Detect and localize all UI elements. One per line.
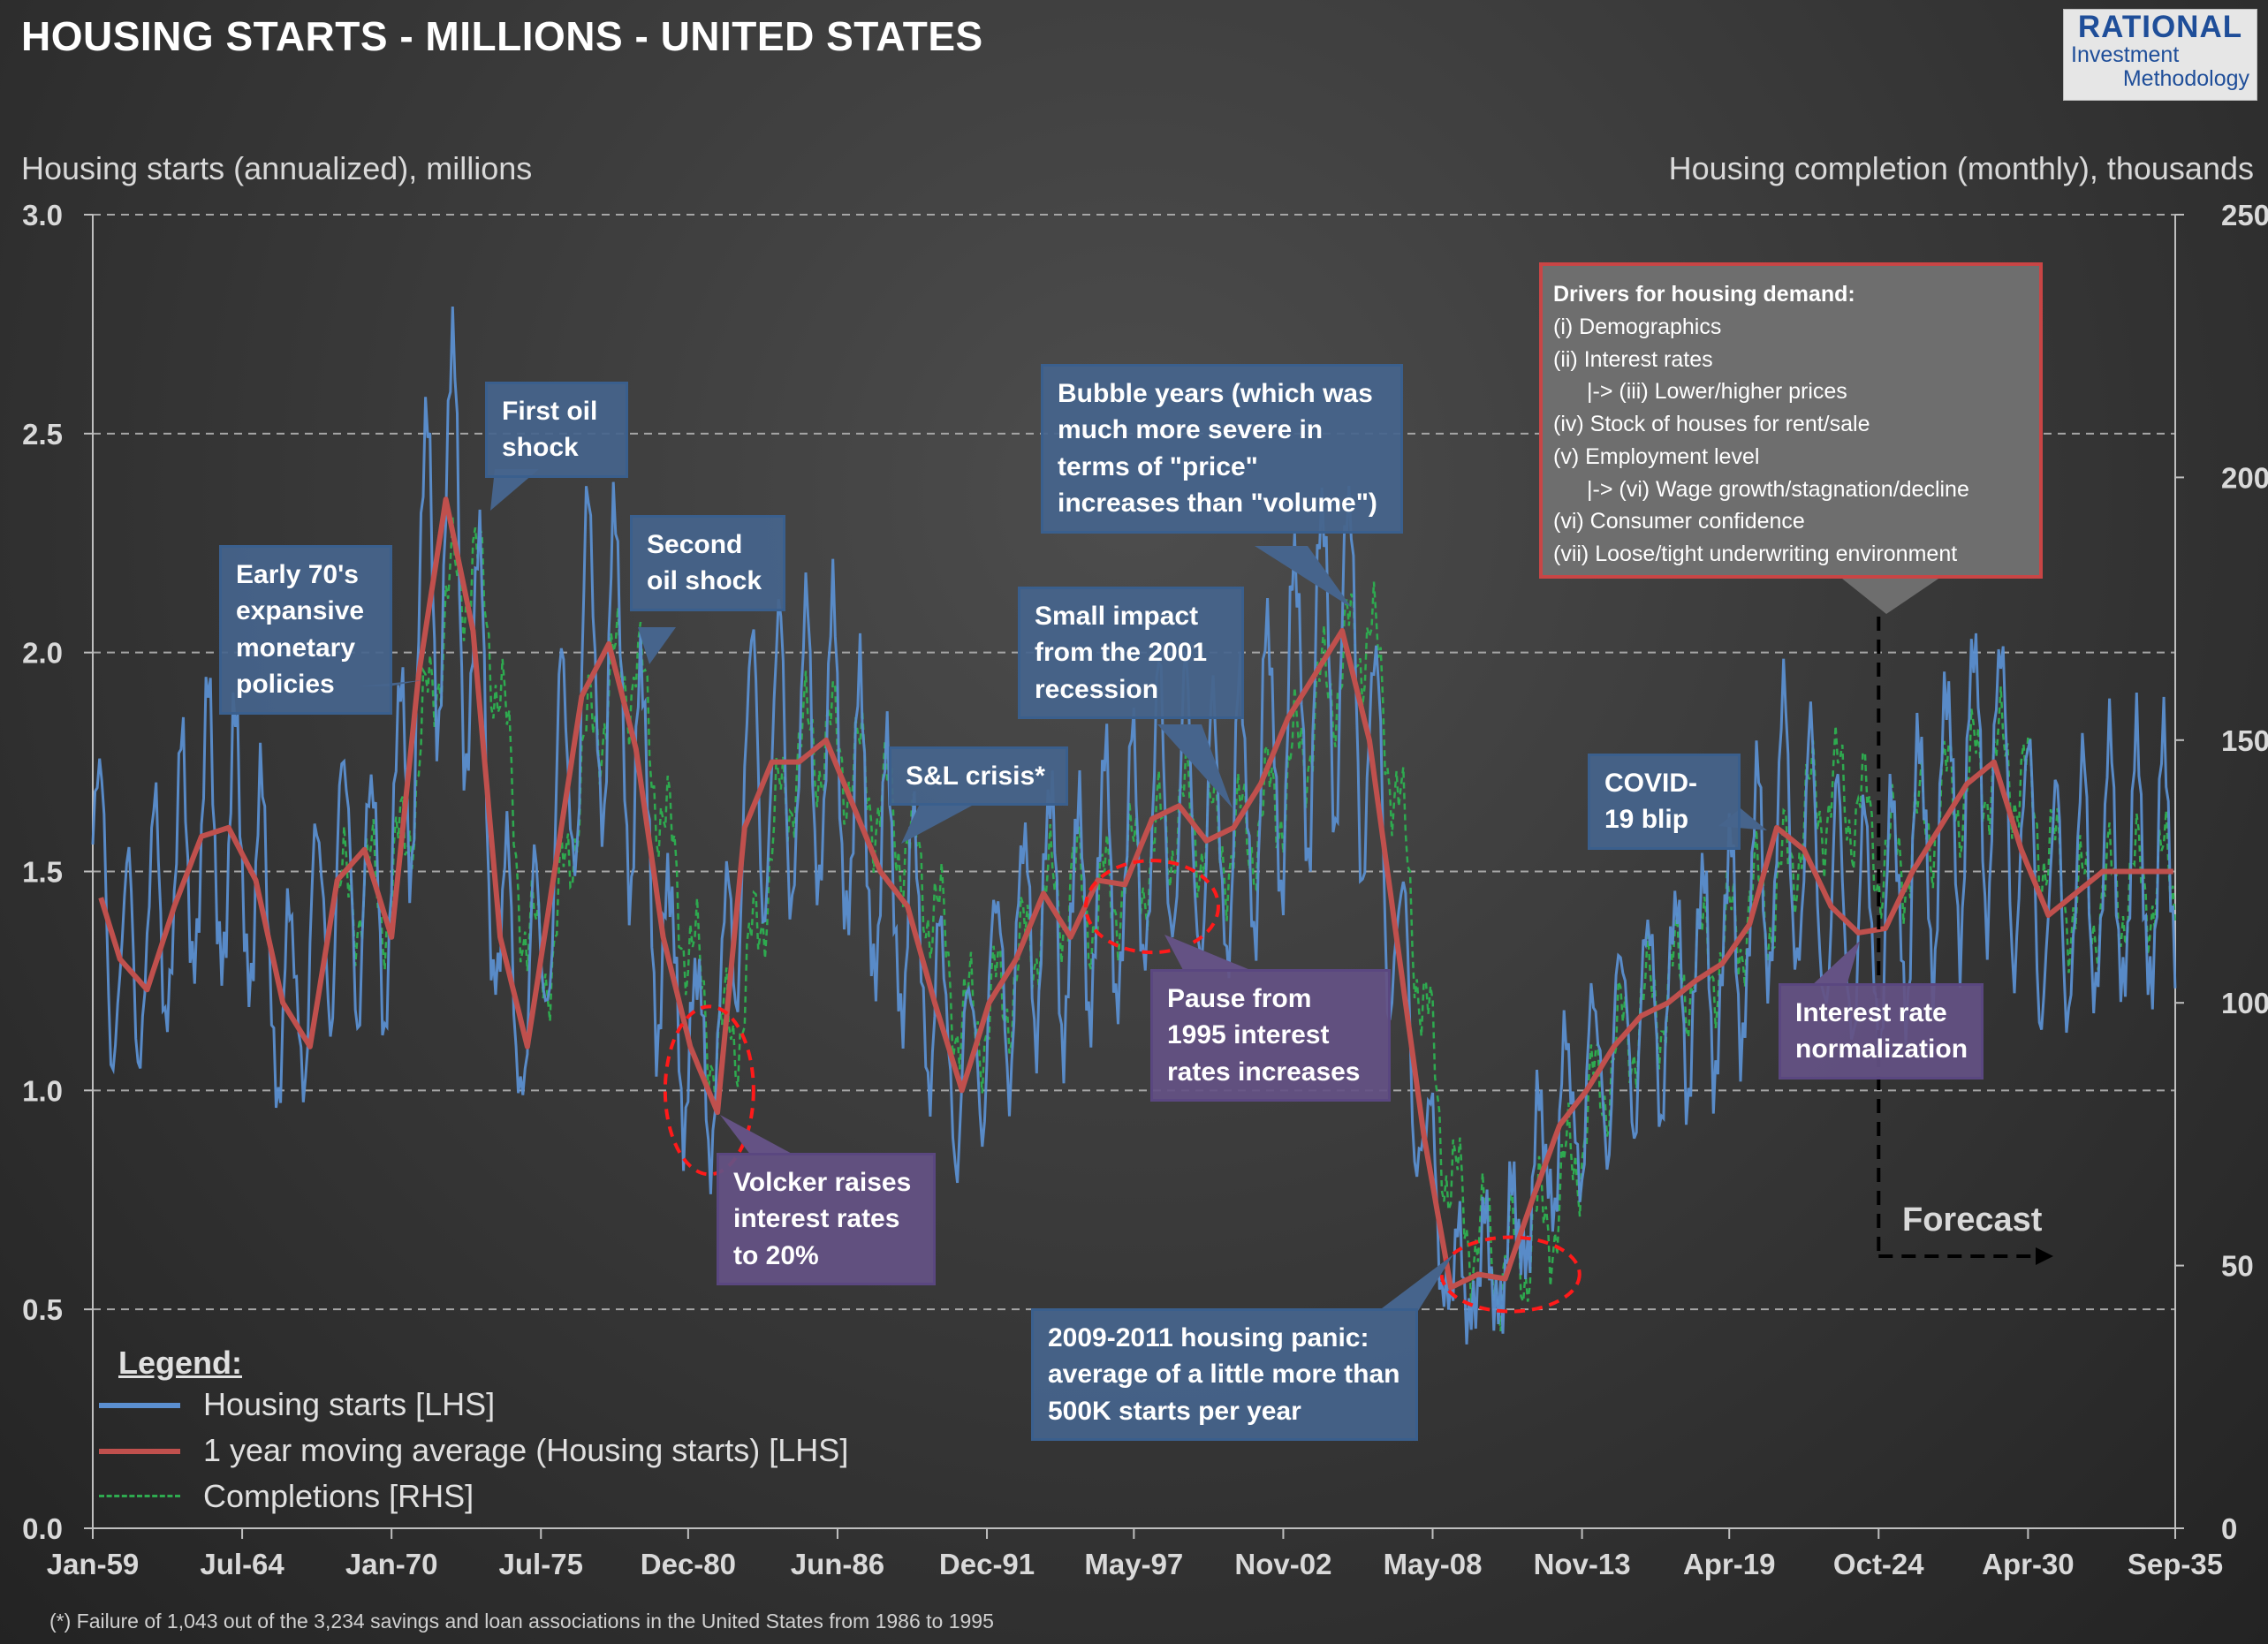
y2-tick-label: 0: [2221, 1512, 2237, 1545]
drivers-line: |-> (iii) Lower/higher prices: [1587, 379, 1847, 405]
legend-label: 1 year moving average (Housing starts) […: [203, 1432, 849, 1468]
callout-pointer: [1164, 935, 1255, 972]
annotation-small-impact-2001: Small impact from the 2001 recession: [1018, 587, 1244, 720]
x-tick-label: Apr-30: [1982, 1548, 2075, 1580]
x-tick-label: Jan-59: [47, 1548, 140, 1580]
legend-swatch-red: [99, 1449, 180, 1454]
annotation-early-70s: Early 70's expansive monetary policies: [219, 545, 392, 715]
legend: Legend: Housing starts [LHS] 1 year movi…: [99, 1345, 848, 1519]
x-tick-label: Sep-35: [2128, 1548, 2223, 1580]
legend-swatch-blue: [99, 1403, 180, 1408]
highlight-ellipse: [1439, 1235, 1582, 1314]
drivers-line: (i) Demographics: [1553, 314, 1722, 339]
annotation-bubble-years: Bubble years (which was much more severe…: [1041, 364, 1403, 534]
annotation-pause-1995: Pause from 1995 interest rates increases: [1150, 969, 1391, 1102]
x-tick-label: May-97: [1084, 1548, 1183, 1580]
chart-title: HOUSING STARTS - MILLIONS - UNITED STATE…: [21, 13, 983, 59]
drivers-line: (iv) Stock of houses for rent/sale: [1553, 412, 1870, 436]
drivers-heading: Drivers for housing demand:: [1553, 282, 1855, 307]
callout-pointer: [1255, 546, 1352, 608]
x-tick-label: Jun-86: [791, 1548, 884, 1580]
y2-tick-label: 250: [2221, 199, 2268, 231]
drivers-line: (v) Employment level: [1553, 443, 1760, 469]
callout-pointer: [1378, 1254, 1453, 1311]
y2-tick-label: 200: [2221, 461, 2268, 494]
drivers-box: Drivers for housing demand: (i) Demograp…: [1539, 262, 2043, 579]
left-axis-title: Housing starts (annualized), millions: [21, 150, 533, 186]
legend-item-moving-average: 1 year moving average (Housing starts) […: [99, 1428, 848, 1474]
annotation-covid-blip: COVID-19 blip: [1588, 754, 1741, 850]
callout-pointer: [1811, 941, 1860, 986]
annotation-sl-crisis: S&L crisis*: [889, 746, 1068, 807]
highlight-ellipse: [663, 1004, 755, 1177]
footnote: (*) Failure of 1,043 out of the 3,234 sa…: [49, 1610, 994, 1633]
y-tick-label: 0.5: [22, 1293, 63, 1326]
right-axis-title: Housing completion (monthly), thousands: [1668, 150, 2254, 186]
legend-label: Completions [RHS]: [203, 1478, 474, 1514]
annotation-second-oil-shock: Second oil shock: [630, 515, 785, 611]
drivers-line: (vii) Loose/tight underwriting environme…: [1553, 542, 1958, 566]
y-tick-label: 3.0: [22, 199, 63, 231]
y-tick-label: 0.0: [22, 1512, 63, 1545]
drivers-line: |-> (vi) Wage growth/stagnation/decline: [1587, 476, 1969, 502]
callout-pointer: [720, 1115, 795, 1155]
x-tick-label: Jul-75: [499, 1548, 583, 1580]
y2-tick-label: 100: [2221, 987, 2268, 1019]
x-tick-label: Dec-80: [641, 1548, 736, 1580]
annotation-housing-panic: 2009-2011 housing panic: average of a li…: [1031, 1308, 1418, 1442]
x-tick-label: Nov-13: [1534, 1548, 1631, 1580]
logo-line-2: Investment: [2071, 42, 2180, 67]
y-tick-label: 2.0: [22, 637, 63, 670]
callout-pointer: [901, 806, 972, 844]
forecast-label: Forecast: [1902, 1201, 2043, 1239]
axes: 0.0 0.5 1.0 1.5 2.0 2.5 3.0 0 50 100 150 200 250 Jan-…: [22, 199, 2268, 1580]
drivers-line: (ii) Interest rates: [1553, 346, 1713, 372]
callout-pointer: [1157, 724, 1233, 808]
grid-lines: [93, 214, 2175, 1311]
legend-item-completions: Completions [RHS]: [99, 1474, 848, 1519]
annotation-interest-rate-normalization: Interest rate normalization: [1779, 983, 1984, 1080]
series-line-moving-average: [98, 496, 2173, 1291]
logo-line-1: RATIONAL: [2077, 10, 2243, 44]
x-tick-label: Jan-70: [345, 1548, 438, 1580]
callout-pointer: [1838, 575, 1944, 614]
x-tick-label: Jul-64: [200, 1548, 284, 1580]
callout-pointer: [638, 627, 676, 664]
annotation-volcker: Volcker raises interest rates to 20%: [717, 1153, 936, 1286]
y-tick-label: 2.5: [22, 418, 63, 451]
y2-tick-label: 50: [2221, 1250, 2254, 1283]
series-line-completions: [336, 517, 2177, 1332]
x-tick-label: Apr-19: [1683, 1548, 1776, 1580]
logo-line-3: Methodology: [2122, 66, 2249, 91]
drivers-line: (vi) Consumer confidence: [1553, 509, 1805, 534]
legend-item-housing-starts: Housing starts [LHS]: [99, 1382, 848, 1428]
brand-logo: RATIONAL Investment Methodology: [2063, 9, 2257, 101]
y-tick-label: 1.0: [22, 1074, 63, 1107]
x-tick-label: May-08: [1384, 1548, 1483, 1580]
x-tick-label: Oct-24: [1833, 1548, 1924, 1580]
x-tick-label: Nov-02: [1234, 1548, 1331, 1580]
x-tick-label: Dec-91: [939, 1548, 1035, 1580]
y2-tick-label: 150: [2221, 724, 2268, 757]
highlight-ellipse: [1083, 859, 1220, 955]
callout-pointer: [490, 469, 539, 511]
y-tick-label: 1.5: [22, 856, 63, 889]
legend-label: Housing starts [LHS]: [203, 1386, 496, 1422]
legend-swatch-green-dashed: [99, 1495, 180, 1497]
annotation-first-oil-shock: First oil shock: [485, 382, 628, 478]
legend-title: Legend:: [118, 1345, 242, 1381]
